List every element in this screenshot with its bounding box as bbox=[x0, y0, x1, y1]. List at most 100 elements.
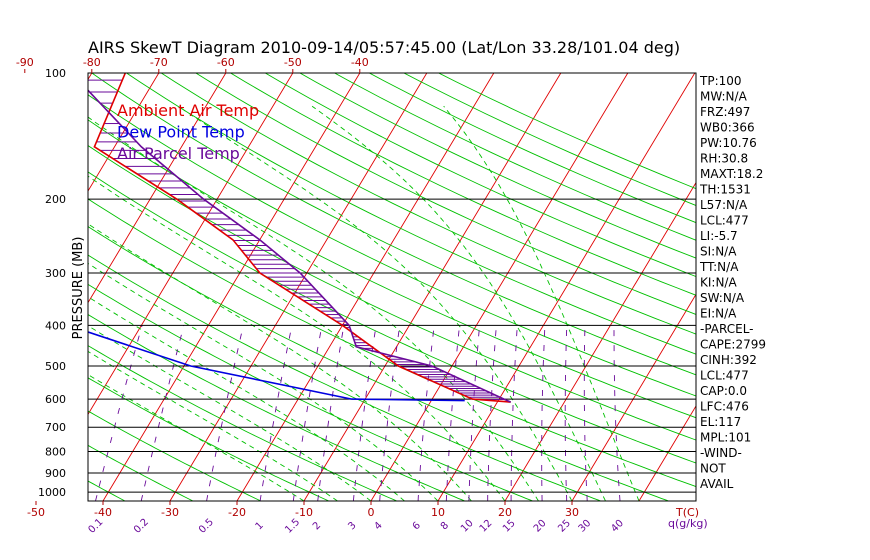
dry-adiabat bbox=[88, 345, 398, 501]
dry-adiabat bbox=[195, 73, 696, 315]
index-entry: -PARCEL- bbox=[700, 322, 754, 336]
dry-adiabat bbox=[88, 94, 696, 397]
index-entry: RH:30.8 bbox=[700, 152, 748, 166]
dry-adiabat bbox=[88, 444, 194, 501]
mixing-ratio-tick-label: 4 bbox=[373, 520, 385, 532]
mixing-ratio-unit-label: q(g/kg) bbox=[668, 517, 708, 530]
dry-adiabat bbox=[88, 254, 602, 501]
legend-item: Dew Point Temp bbox=[117, 123, 245, 142]
temp-unit-label: T(C) bbox=[675, 506, 699, 519]
mixing-ratio-tick-label: 12 bbox=[478, 518, 495, 535]
dry-adiabat bbox=[264, 73, 696, 278]
mixing-ratio-line bbox=[487, 325, 497, 501]
dry-adiabat bbox=[437, 73, 696, 190]
dew-point-line bbox=[88, 331, 465, 402]
mixing-ratio-tick-label: 3 bbox=[346, 520, 358, 532]
moist-adiabat bbox=[88, 175, 506, 501]
mixing-ratio-line bbox=[259, 325, 293, 501]
mixing-ratio-line bbox=[352, 325, 377, 501]
index-entry: NOT bbox=[700, 462, 726, 476]
mixing-ratio-line bbox=[541, 325, 546, 501]
mixing-ratio-tick-label: 20 bbox=[532, 518, 549, 535]
mixing-ratio-line bbox=[95, 325, 143, 501]
isotherm bbox=[88, 73, 294, 416]
dry-adiabat bbox=[125, 73, 696, 355]
dry-adiabat bbox=[403, 73, 696, 206]
mixing-ratio-line bbox=[317, 325, 345, 501]
dry-adiabat bbox=[88, 119, 696, 419]
dry-adiabat bbox=[91, 73, 696, 376]
index-entry: MPL:101 bbox=[700, 431, 751, 445]
mixing-ratio-tick-label: 0.2 bbox=[132, 517, 151, 536]
index-entry: LFC:476 bbox=[700, 400, 749, 414]
index-entry: FRZ:497 bbox=[700, 105, 750, 119]
mixing-ratio-line bbox=[468, 325, 481, 501]
index-entry: LI:-5.7 bbox=[700, 229, 738, 243]
isotherm bbox=[504, 181, 696, 501]
mixing-ratio-tick-label: 6 bbox=[411, 520, 423, 532]
index-entry: WB0:366 bbox=[700, 121, 755, 135]
bottom-temp-tick-label: 0 bbox=[368, 506, 375, 519]
top-temp-tick-label: -50 bbox=[284, 56, 302, 69]
ambient-temp-line bbox=[93, 73, 511, 403]
index-entry: TT:N/A bbox=[699, 260, 739, 274]
dry-adiabat bbox=[88, 226, 670, 501]
mixing-ratio-line bbox=[564, 325, 568, 501]
index-entry: -WIND- bbox=[700, 446, 742, 460]
bottom-temp-tick-label: -30 bbox=[161, 506, 179, 519]
mixing-ratio-line bbox=[417, 325, 435, 501]
index-entry: MAXT:18.2 bbox=[700, 167, 763, 181]
dry-adiabat bbox=[88, 283, 534, 501]
mixing-ratio-tick-label: 25 bbox=[556, 518, 573, 535]
mixing-ratio-tick-label: 40 bbox=[609, 518, 626, 535]
top-temp-tick-label: -80 bbox=[83, 56, 101, 69]
plot-frame bbox=[87, 72, 697, 502]
index-entry: L57:N/A bbox=[700, 198, 748, 212]
dry-adiabat bbox=[88, 314, 466, 501]
isotherm bbox=[88, 73, 227, 304]
pressure-tick-label: 100 bbox=[45, 67, 66, 80]
index-entry: CAP:0.0 bbox=[700, 384, 747, 398]
mixing-ratio-tick-label: 1.5 bbox=[283, 517, 302, 536]
index-entry: EI:N/A bbox=[700, 307, 737, 321]
moist-adiabat bbox=[88, 374, 305, 501]
legend-item: Air Parcel Temp bbox=[117, 144, 240, 163]
mixing-ratio-line bbox=[583, 325, 588, 501]
mixing-ratio-tick-label: 15 bbox=[501, 518, 518, 535]
bottom-temp-tick-label: -50 bbox=[27, 506, 45, 519]
mixing-ratio-line bbox=[140, 325, 185, 501]
mixing-ratio-tick-label: 10 bbox=[459, 518, 476, 535]
moist-adiabat bbox=[88, 116, 539, 501]
mixing-ratio-line bbox=[613, 325, 621, 501]
mixing-ratio-tick-label: 1 bbox=[254, 520, 266, 532]
pressure-tick-label: 1000 bbox=[38, 486, 66, 499]
dry-adiabat bbox=[88, 377, 330, 501]
index-entry: EL:117 bbox=[700, 415, 741, 429]
index-entry: AVAIL bbox=[700, 477, 734, 491]
mixing-ratio-tick-label: 0.5 bbox=[197, 517, 216, 536]
dry-adiabat bbox=[88, 171, 696, 464]
moist-adiabat bbox=[88, 262, 439, 501]
bottom-temp-tick-label: 30 bbox=[565, 506, 579, 519]
bottom-temp-tick-label: -20 bbox=[228, 506, 246, 519]
dry-adiabat bbox=[88, 410, 262, 501]
pressure-tick-label: 200 bbox=[45, 193, 66, 206]
index-entry: CINH:392 bbox=[700, 353, 757, 367]
mixing-ratio-line bbox=[510, 325, 518, 501]
y-axis-label: PRESSURE (MB) bbox=[71, 237, 86, 340]
bottom-temp-tick-label: 10 bbox=[431, 506, 445, 519]
bottom-temp-tick-label: -40 bbox=[94, 506, 112, 519]
mixing-ratio-tick-label: 30 bbox=[577, 518, 594, 535]
isotherm bbox=[773, 73, 870, 501]
moist-adiabat bbox=[443, 105, 640, 501]
isotherm bbox=[638, 405, 696, 501]
pressure-tick-label: 400 bbox=[45, 319, 66, 332]
moist-adiabat bbox=[88, 325, 372, 501]
dry-adiabat bbox=[88, 198, 696, 488]
bottom-temp-tick-label: -10 bbox=[295, 506, 313, 519]
top-temp-tick-label: -70 bbox=[150, 56, 168, 69]
isotherm bbox=[169, 73, 428, 501]
pressure-tick-label: 500 bbox=[45, 360, 66, 373]
